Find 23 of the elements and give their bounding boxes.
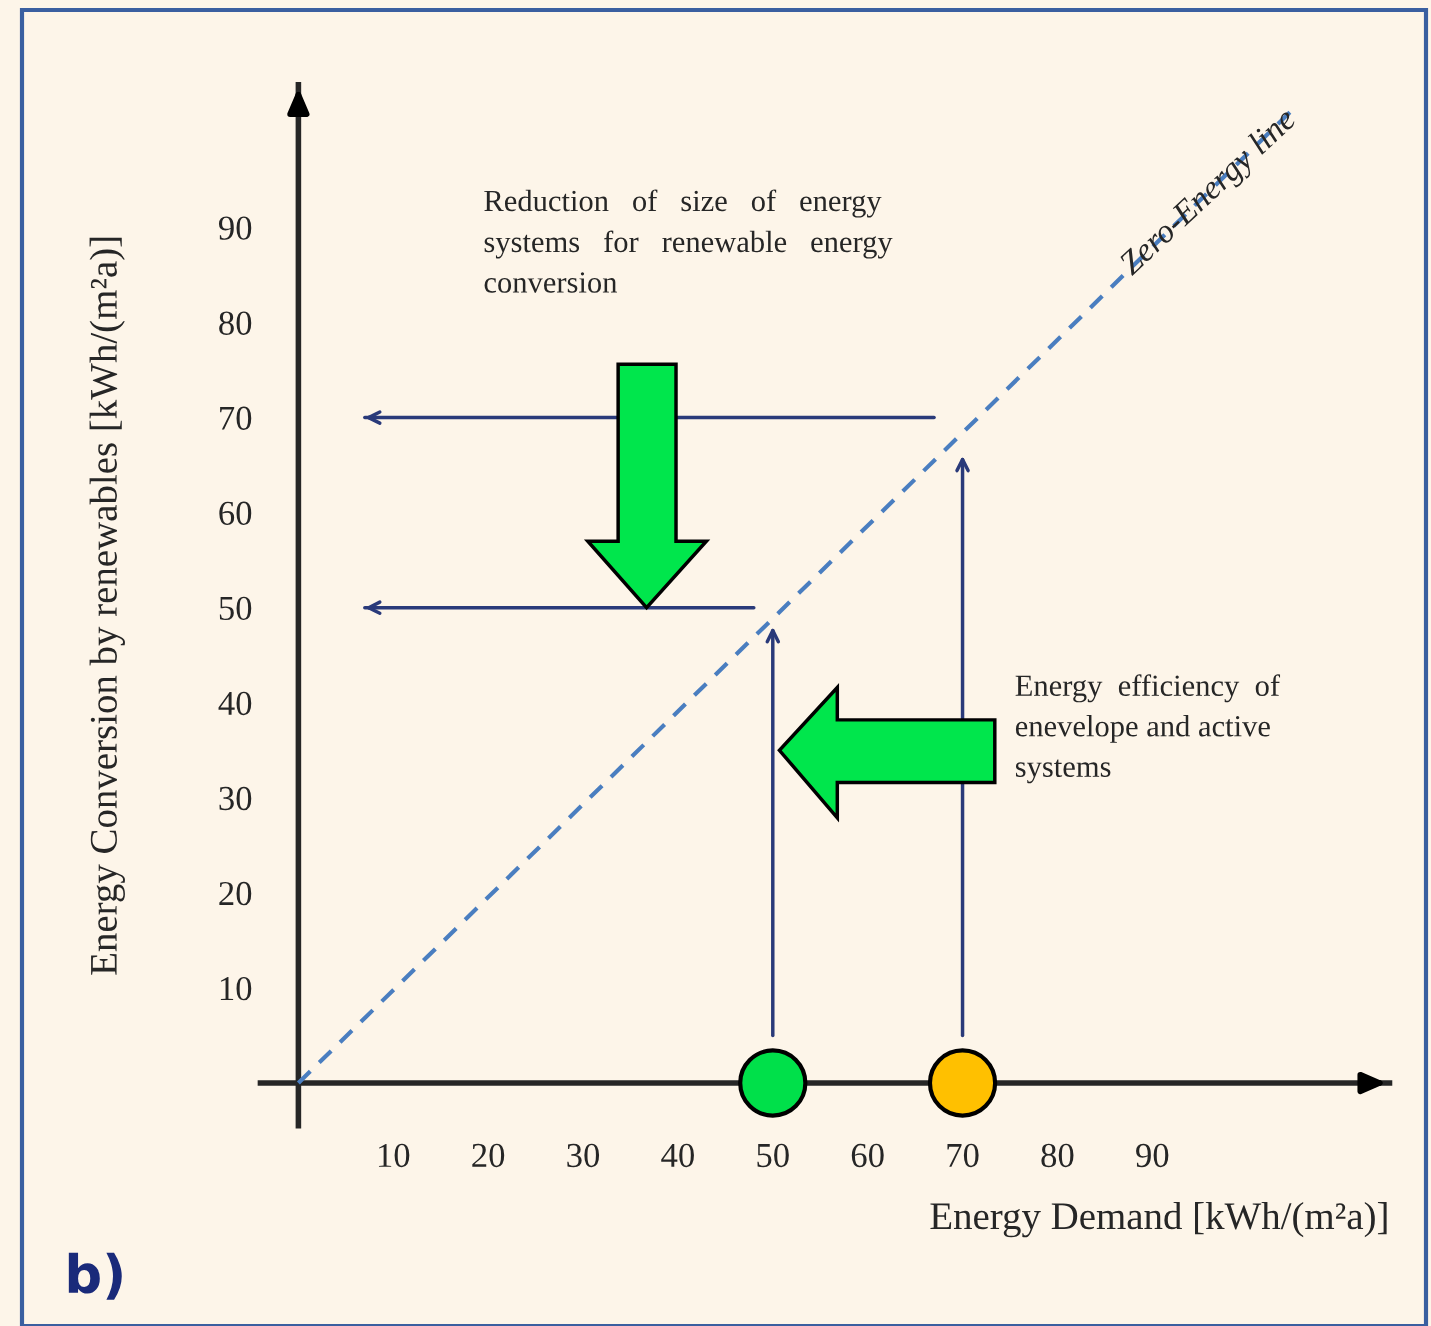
y-tick-label: 50 [219, 596, 252, 621]
x-tick-label: 20 [472, 1143, 505, 1168]
y-tick-label: 40 [218, 691, 252, 716]
annotation: Energy efficiency of enevelope and active systems [1015, 674, 1281, 784]
x-tick-label: 10 [378, 1143, 410, 1168]
text: b) [68, 1252, 122, 1300]
x-tick-label: 50 [757, 1143, 789, 1168]
y-tick-label: 10 [220, 976, 252, 1001]
x-tick-label: 90 [1136, 1143, 1169, 1168]
y-tick-label: 20 [219, 881, 252, 906]
annotation: Reduction of size of energy systems for renewable energy conversion [484, 189, 893, 293]
y-tick-label: 90 [218, 216, 252, 240]
y-tick-label: 30 [219, 786, 252, 811]
x-tick-label: 30 [567, 1143, 600, 1168]
x-tick-label: 40 [661, 1143, 694, 1168]
x-tick-label: 70 [947, 1143, 979, 1168]
y-axis-title: Energy Conversion by renewables [kWh/(m²a)] [89, 237, 125, 975]
x-tick-label: 60 [851, 1143, 884, 1168]
y-tick-label: 70 [220, 406, 252, 430]
x-axis-title: Energy Demand [kWh/(m²a)] [930, 1201, 1387, 1238]
y-tick-label: 60 [219, 501, 252, 526]
x-tick-label: 80 [1041, 1143, 1074, 1168]
y-tick-label: 80 [219, 311, 252, 335]
